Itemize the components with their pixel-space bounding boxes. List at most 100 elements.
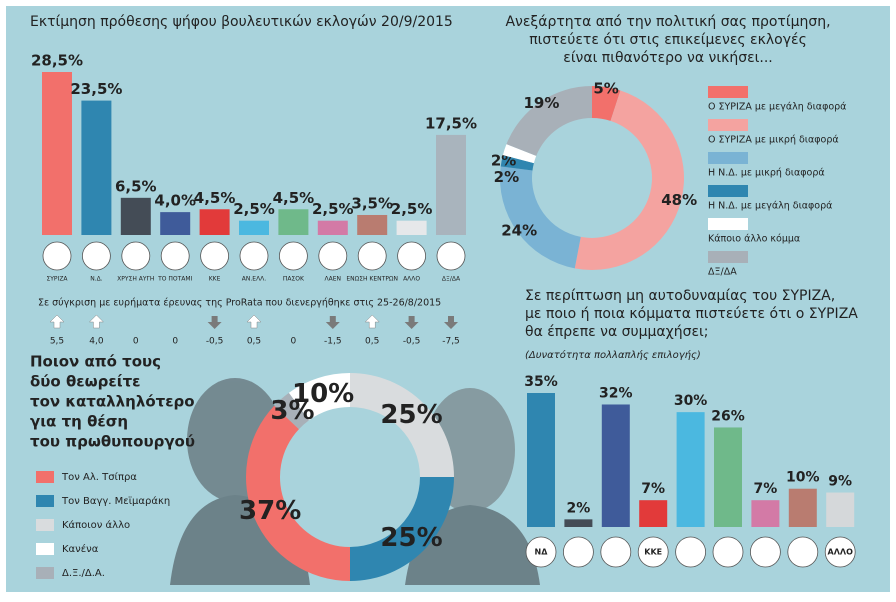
donut-segment [288,373,350,421]
change-arrow-down [325,316,340,329]
change-label: -0,5 [403,337,421,347]
change-arrow-down [404,316,419,329]
legend-swatch [708,251,748,263]
bar [357,214,388,235]
value-label: 2,5% [312,200,354,218]
bar [826,492,855,527]
value-label: 2% [567,500,591,516]
legend-label: Η Ν.Δ. με μικρή διαφορά [708,168,825,179]
donut-segment [350,477,454,581]
party-logo [563,536,594,568]
donut-segment [500,155,534,171]
change-label: -1,5 [324,337,342,347]
bar [239,220,269,235]
bar [42,72,72,235]
change-arrow-up [246,314,262,329]
bar [436,134,466,235]
value-label: 10% [786,470,820,486]
change-arrow-down [444,316,458,329]
donut-segment [502,144,537,164]
bar [396,220,427,235]
value-label: 26% [711,408,745,424]
donut-segment [274,392,309,430]
value-label: 35% [524,374,558,390]
category-label: ΚΚΕ [209,276,221,283]
donut-segment [506,86,592,156]
bar [564,519,593,527]
legend-label: Ο ΣΥΡΙΖΑ με μικρή διαφορά [708,135,839,146]
change-arrow-up [88,314,105,329]
category-label: Ν.Δ. [90,276,103,283]
value-label: 10% [292,379,354,409]
bar [751,500,780,527]
category-label: ΑΛΛΟ [828,548,854,557]
value-label: 7% [641,481,665,497]
bar [714,427,742,527]
value-label: 4,5% [273,189,315,207]
value-label: 7% [754,481,778,497]
change-label: 4,0 [89,337,104,347]
party-logo [525,536,557,568]
value-label: 25% [380,523,442,553]
party-logo [675,536,706,568]
bar [278,209,309,235]
change-label: 0 [291,337,297,347]
value-label: 3% [270,396,314,426]
chart-title: του πρωθυπουργού [30,433,195,451]
legend-label: Κάποιον άλλο [62,519,130,531]
category-label: ΑΝ.ΕΛΛ. [242,276,267,283]
legend-swatch [708,218,748,230]
category-label: ΧΡΥΣΗ ΑΥΓΗ [117,276,154,283]
chart-title: για τη θέση [30,413,128,431]
chart-title: δύο θεωρείτε [30,373,141,391]
value-label: 3,5% [351,194,393,212]
value-label: 6,5% [115,177,157,195]
value-label: 23,5% [70,80,122,98]
bar [199,209,230,235]
change-arrow-up [364,314,380,329]
party-logo [278,241,308,271]
category-label: ΚΚΕ [644,548,662,557]
party-logo [121,241,151,271]
change-label: 5,5 [50,337,64,347]
party-logo [712,536,744,568]
legend-swatch [708,86,748,98]
change-label: 0,5 [365,337,379,347]
legend-swatch [36,543,54,555]
legend-swatch [36,519,54,531]
legend-swatch [708,119,748,131]
legend-swatch [36,567,54,579]
chart-title: Εκτίμηση πρόθεσης ψήφου βουλευτικών εκλο… [30,14,453,30]
category-label: ΤΟ ΠΟΤΑΜΙ [157,276,192,283]
bar [601,404,630,527]
chart-title: θα έπρεπε να συμμαχήσει; [525,324,709,340]
value-label: 19% [523,94,559,112]
value-label: 25% [380,400,442,430]
legend-label: Τον Αλ. Τσίπρα [61,471,137,483]
change-label: 0 [172,337,178,347]
legend-label: Ο ΣΥΡΙΖΑ με μεγάλη διαφορά [708,102,846,113]
chart-title: με ποιο ή ποια κόμματα πιστεύετε ότι ο Σ… [525,306,858,322]
party-logo [637,536,669,568]
chart-title: είναι πιθανότερο να νικήσει... [563,50,773,66]
category-label: ΕΝΩΣΗ ΚΕΝΤΡΩΝ [346,276,398,283]
chart-subtitle: (Δυνατότητα πολλαπλής επιλογής) [525,349,701,361]
party-logo [239,241,269,271]
legend-swatch [36,471,54,483]
legend-label: Κάποιο άλλο κόμμα [708,234,800,245]
change-label: -0,5 [206,337,224,347]
category-label: ΑΛΛΟ [403,276,420,283]
party-logo [42,241,72,271]
change-label: 0 [133,337,139,347]
chart-title: Ποιον από τους [30,353,161,371]
legend-label: Δ.Ξ./Δ.Α. [62,568,105,579]
value-label: 24% [501,221,537,239]
value-label: 32% [599,385,633,401]
bar [527,393,555,527]
value-label: 2% [494,168,519,186]
party-logo [357,241,387,271]
party-logo [397,241,427,271]
bar [81,100,112,235]
donut-segment [499,166,581,269]
